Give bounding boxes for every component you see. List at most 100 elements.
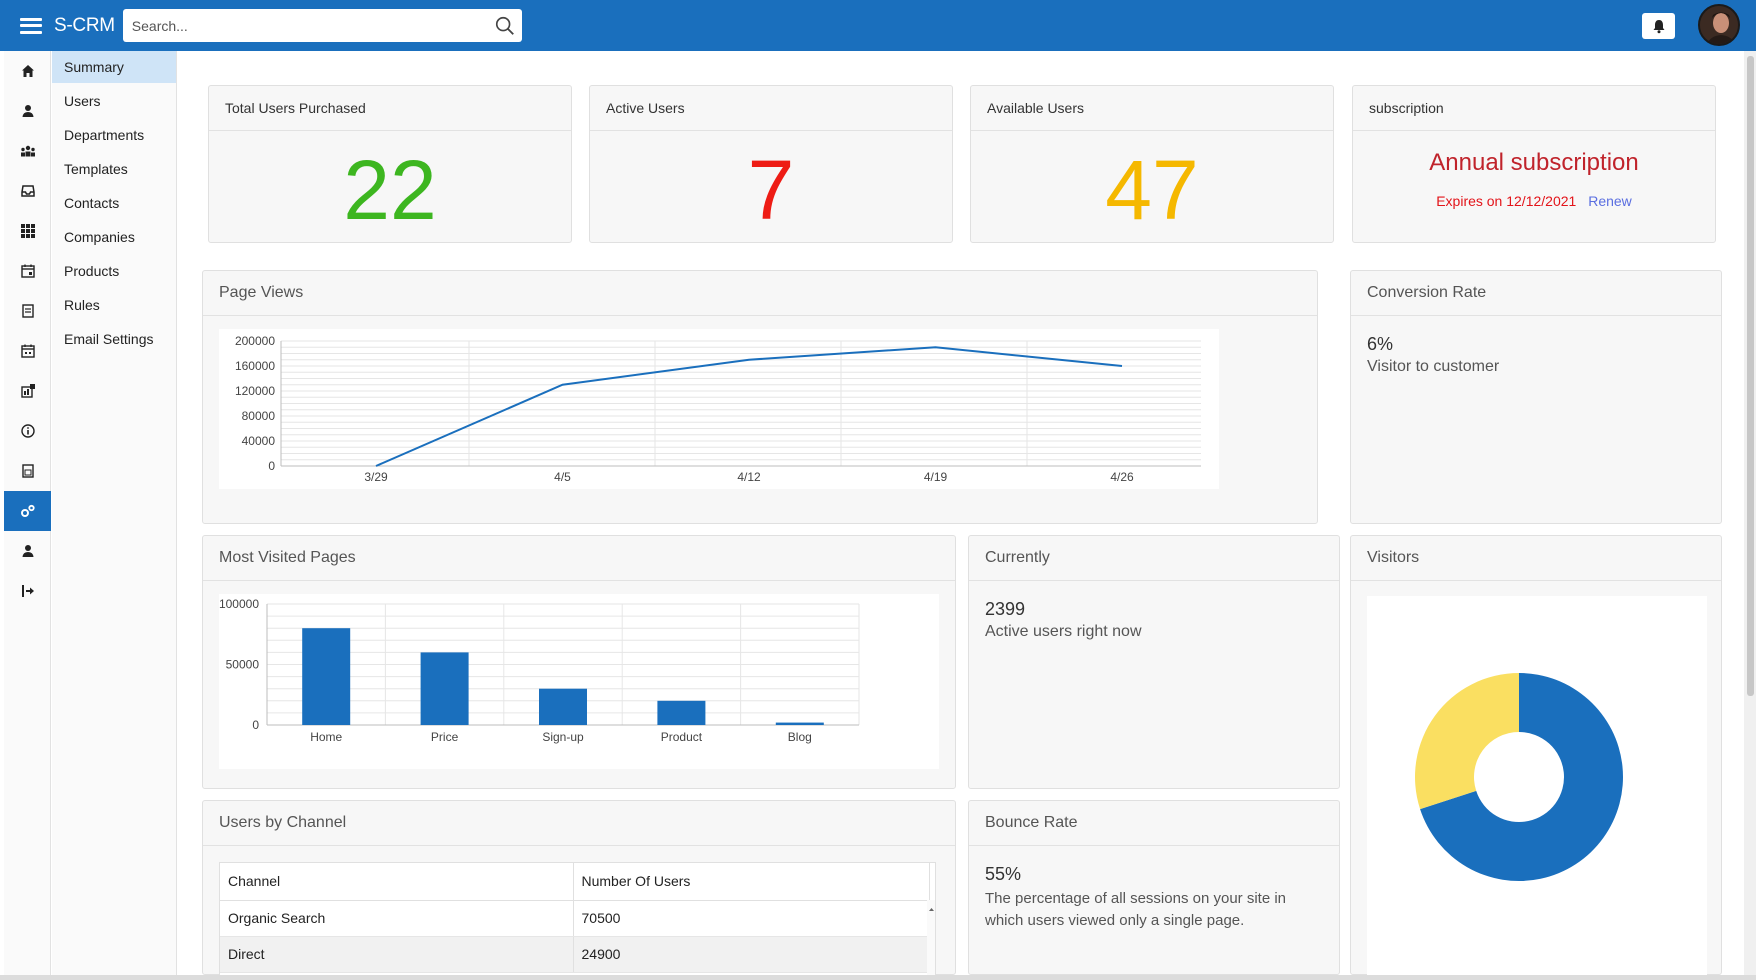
x-tick-label: 4/12: [737, 470, 761, 484]
calendar-check-icon: [21, 264, 35, 278]
notifications-button[interactable]: [1642, 13, 1675, 39]
search-input[interactable]: [123, 9, 522, 42]
user-icon: [21, 104, 35, 118]
column-header-channel[interactable]: Channel: [220, 863, 573, 900]
rail-info[interactable]: [4, 411, 51, 451]
menu-icon[interactable]: [20, 18, 42, 34]
visitors-donut-chart: [1367, 596, 1707, 976]
logout-icon: [21, 584, 35, 598]
bell-icon: [1652, 19, 1666, 34]
subnav-products[interactable]: Products: [52, 255, 176, 287]
total-users-value: 22: [209, 148, 571, 232]
dashboard-content: Total Users Purchased 22 Active Users 7 …: [178, 51, 1740, 975]
x-tick-label: Blog: [788, 730, 812, 744]
bar-home: [302, 628, 350, 725]
channel-table-header: Channel Number Of Users: [220, 863, 930, 900]
total-users-card: Total Users Purchased 22: [208, 85, 572, 243]
scroll-up-icon[interactable]: [927, 905, 936, 913]
most-visited-panel: Most Visited Pages 100000 50000 0 Home Price…: [202, 535, 956, 789]
bar-product: [657, 701, 705, 725]
y-tick-label: 200000: [235, 334, 275, 348]
bounce-rate-title: Bounce Rate: [969, 801, 1339, 846]
subnav-rules[interactable]: Rules: [52, 289, 176, 321]
bar-price: [421, 652, 469, 725]
page-views-panel: Page Views 200000 160000 120000 80000 40000 0…: [202, 270, 1318, 524]
table-row[interactable]: Organic Search 70500: [220, 900, 930, 936]
available-users-label: Available Users: [971, 86, 1333, 131]
top-bar: S-CRM: [0, 0, 1756, 51]
rail-apps[interactable]: [4, 211, 51, 251]
user-avatar[interactable]: [1698, 4, 1740, 46]
bounce-rate-caption: The percentage of all sessions on your s…: [969, 888, 1339, 932]
rail-team[interactable]: [4, 131, 51, 171]
users-by-channel-panel: Users by Channel Channel Number Of Users…: [202, 800, 956, 975]
bar-blog: [776, 723, 824, 725]
profile-icon: [21, 544, 35, 558]
rail-inbox[interactable]: [4, 171, 51, 211]
subnav-users[interactable]: Users: [52, 85, 176, 117]
rail-user[interactable]: [4, 91, 51, 131]
available-users-value: 47: [971, 148, 1333, 232]
x-tick-label: 4/26: [1110, 470, 1134, 484]
y-tick-label: 0: [268, 459, 275, 473]
users-cell: 24900: [573, 936, 930, 972]
conversion-rate-panel: Conversion Rate 6% Visitor to customer: [1350, 270, 1722, 524]
page-views-chart: 200000 160000 120000 80000 40000 0 3/29 4/5 4/12…: [219, 329, 1219, 489]
total-users-label: Total Users Purchased: [209, 86, 571, 131]
subnav-companies[interactable]: Companies: [52, 221, 176, 253]
rail-documents[interactable]: [4, 291, 51, 331]
subnav-contacts[interactable]: Contacts: [52, 187, 176, 219]
currently-title: Currently: [969, 536, 1339, 581]
active-users-label: Active Users: [590, 86, 952, 131]
x-tick-label: 4/19: [924, 470, 948, 484]
subscription-expiry: Expires on 12/12/2021: [1436, 193, 1576, 209]
renew-link[interactable]: Renew: [1588, 193, 1632, 209]
subscription-plan: Annual subscription: [1353, 149, 1715, 177]
subscription-expiry-row: Expires on 12/12/2021 Renew: [1353, 193, 1715, 209]
x-tick-label: Sign-up: [542, 730, 584, 744]
rail-reports[interactable]: [4, 451, 51, 491]
page-views-line: [376, 347, 1122, 466]
x-tick-label: Home: [310, 730, 342, 744]
most-visited-chart: 100000 50000 0 Home Price Sign-up Product Blog: [219, 594, 939, 769]
y-tick-label: 160000: [235, 359, 275, 373]
channel-cell: Organic Search: [220, 900, 573, 936]
rail-home[interactable]: [4, 51, 51, 91]
grid-icon: [21, 224, 35, 238]
page-scrollbar-thumb[interactable]: [1747, 56, 1754, 696]
subnav-email-settings[interactable]: Email Settings: [52, 323, 176, 355]
table-row[interactable]: Direct 24900: [220, 936, 930, 972]
app-brand[interactable]: S-CRM: [54, 15, 115, 37]
subnav-summary[interactable]: Summary: [52, 51, 176, 83]
document-list-icon: [22, 304, 34, 318]
bounce-rate-value: 55%: [969, 864, 1339, 885]
conversion-rate-title: Conversion Rate: [1351, 271, 1721, 316]
home-icon: [21, 64, 35, 78]
settings-subnav: Summary Users Departments Templates Cont…: [52, 51, 177, 975]
table-scrollbar[interactable]: [927, 900, 936, 976]
channel-table: Channel Number Of Users Organic Search 7…: [220, 863, 930, 973]
currently-panel: Currently 2399 Active users right now: [968, 535, 1340, 789]
rail-tasks[interactable]: [4, 251, 51, 291]
bounce-rate-panel: Bounce Rate 55% The percentage of all se…: [968, 800, 1340, 975]
conversion-rate-value: 6%: [1351, 334, 1721, 355]
visitors-title: Visitors: [1351, 536, 1721, 581]
search-icon[interactable]: [494, 15, 516, 37]
chart-board-icon: [21, 384, 35, 398]
rail-calendar[interactable]: [4, 331, 51, 371]
x-tick-label: Price: [431, 730, 459, 744]
users-cell: 70500: [573, 900, 930, 936]
rail-boards[interactable]: [4, 371, 51, 411]
rail-logout[interactable]: [4, 571, 51, 611]
rail-settings[interactable]: [4, 491, 51, 531]
page-views-title: Page Views: [203, 271, 1317, 316]
donut-slice-1: [1415, 673, 1519, 809]
subnav-departments[interactable]: Departments: [52, 119, 176, 151]
visitors-panel: Visitors: [1350, 535, 1722, 975]
column-header-users[interactable]: Number Of Users: [573, 863, 930, 900]
calendar-icon: [21, 344, 35, 358]
conversion-rate-caption: Visitor to customer: [1351, 358, 1721, 376]
channel-cell: Direct: [220, 936, 573, 972]
subnav-templates[interactable]: Templates: [52, 153, 176, 185]
rail-profile[interactable]: [4, 531, 51, 571]
